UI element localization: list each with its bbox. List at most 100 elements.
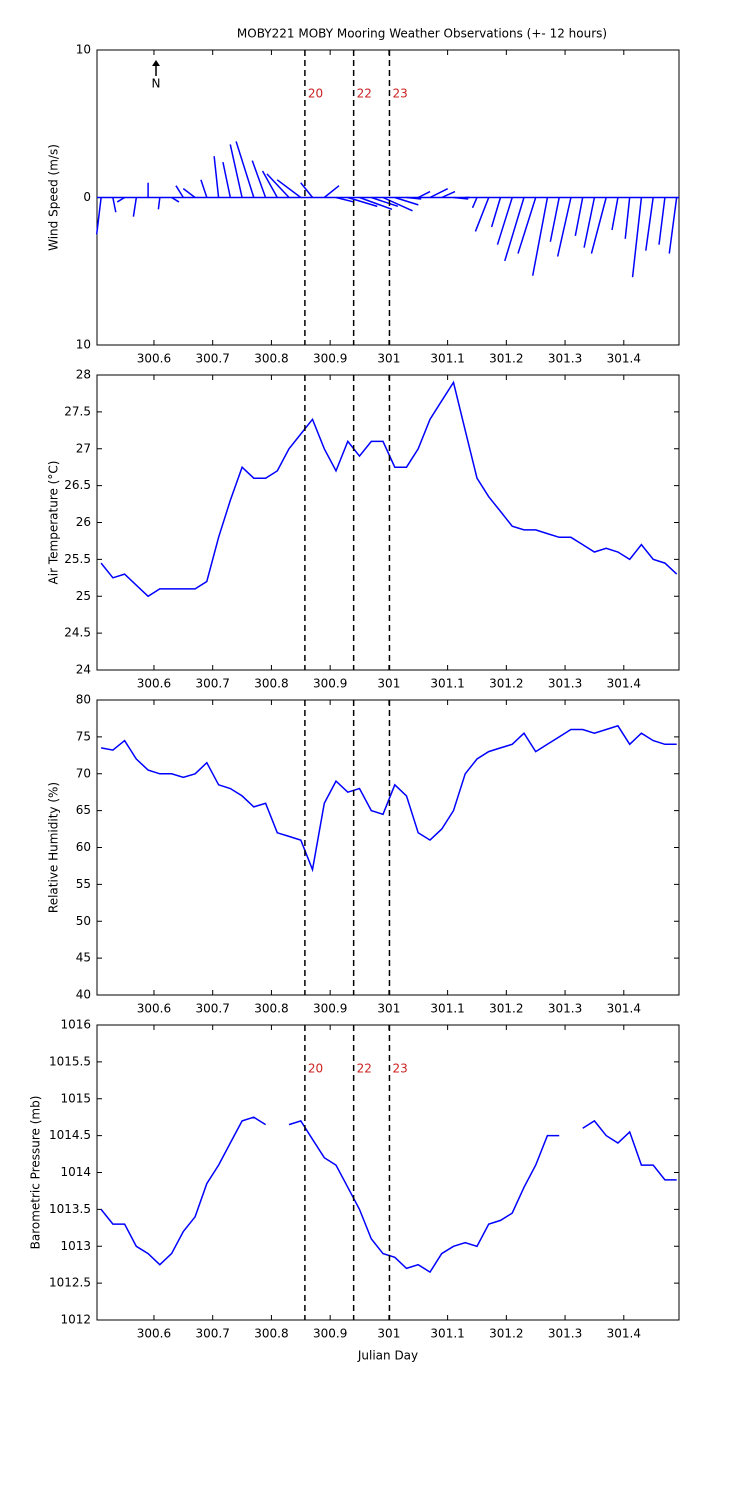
x-tick-label: 301.1: [430, 677, 464, 691]
x-tick-label: 301.2: [489, 1002, 523, 1016]
x-tick-label: 300.7: [196, 1002, 230, 1016]
x-tick-label: 301.2: [489, 352, 523, 366]
event-label: 22: [357, 87, 372, 101]
wind-stick: [394, 196, 419, 206]
wind-stick: [95, 197, 102, 235]
wind-stick: [171, 196, 180, 203]
wind-stick: [556, 197, 572, 257]
wind-stick: [531, 197, 549, 276]
y-tick-label: 75: [76, 729, 91, 743]
y-tick-label: 50: [76, 914, 91, 928]
x-tick-label: 300.7: [196, 352, 230, 366]
x-tick-label: 300.8: [254, 1327, 288, 1341]
x-tick-label: 300.9: [313, 1327, 347, 1341]
event-label: 23: [392, 1062, 407, 1076]
wind-stick: [335, 196, 354, 203]
y-tick-label: 10: [76, 338, 91, 352]
wind-stick: [235, 141, 255, 198]
plot-frame: [96, 699, 680, 996]
y-tick-label: 1016: [60, 1018, 91, 1032]
wind-stick: [583, 197, 596, 248]
wind-stick: [453, 196, 469, 200]
x-tick-label: 301.4: [607, 1002, 641, 1016]
wind-stick: [474, 197, 490, 232]
wind-stick: [132, 197, 138, 217]
data-line: [100, 1116, 677, 1274]
wind-stick: [382, 196, 413, 212]
wind-stick: [504, 197, 525, 262]
wind-stick: [371, 196, 399, 208]
y-tick-label: 27: [76, 441, 91, 455]
y-tick-label: 26: [76, 515, 91, 529]
event-label: 23: [392, 87, 407, 101]
wind-stick: [549, 197, 560, 242]
x-tick-label: 301.3: [548, 352, 582, 366]
wind-stick: [266, 173, 290, 199]
y-tick-label: 1013.5: [49, 1202, 91, 1216]
wind-stick: [175, 185, 184, 198]
x-tick-label: 301.2: [489, 1327, 523, 1341]
y-tick-label: 1012.5: [49, 1276, 91, 1290]
x-tick-label: 300.8: [254, 677, 288, 691]
y-tick-label: 1015.5: [49, 1054, 91, 1068]
y-axis-label: Air Temperature (°C): [47, 461, 61, 585]
north-arrowhead: [152, 60, 160, 66]
y-tick-label: 0: [83, 190, 91, 204]
wind-stick: [323, 185, 340, 199]
y-tick-label: 10: [76, 43, 91, 57]
wind-stick: [631, 197, 643, 278]
x-tick-label: 300.6: [137, 1002, 171, 1016]
x-axis-label: Julian Day: [357, 1349, 418, 1363]
y-tick-label: 1015: [60, 1091, 91, 1105]
y-tick-label: 24.5: [64, 626, 91, 640]
plot-frame: [96, 1024, 680, 1321]
x-tick-label: 301.4: [607, 1327, 641, 1341]
y-axis-label: Wind Speed (m/s): [47, 144, 61, 251]
event-label: 20: [308, 1062, 323, 1076]
wind-stick: [668, 197, 678, 254]
wind-stick: [496, 197, 513, 245]
x-tick-label: 301.3: [548, 677, 582, 691]
x-tick-label: 301: [377, 1327, 400, 1341]
x-tick-label: 301.1: [430, 1002, 464, 1016]
y-tick-label: 70: [76, 766, 91, 780]
data-line: [100, 380, 678, 598]
plot-frame: [96, 374, 680, 671]
wind-stick: [429, 187, 449, 199]
y-tick-label: 24: [76, 663, 91, 677]
wind-stick: [213, 156, 220, 198]
wind-stick: [116, 196, 125, 203]
y-tick-label: 1013: [60, 1239, 91, 1253]
wind-stick: [347, 196, 378, 208]
x-tick-label: 300.6: [137, 677, 171, 691]
wind-stick: [417, 190, 431, 199]
x-tick-label: 301.1: [430, 352, 464, 366]
x-tick-label: 301.3: [548, 1002, 582, 1016]
x-tick-label: 301: [377, 1002, 400, 1016]
x-tick-label: 300.9: [313, 352, 347, 366]
x-tick-label: 300.7: [196, 677, 230, 691]
wind-stick: [251, 160, 267, 198]
y-tick-label: 25.5: [64, 552, 91, 566]
wind-stick: [490, 197, 502, 228]
north-label: N: [152, 77, 161, 91]
y-tick-label: 45: [76, 951, 91, 965]
y-tick-label: 1014.5: [49, 1128, 91, 1142]
y-tick-label: 1014: [60, 1165, 91, 1179]
y-tick-label: 40: [76, 988, 91, 1002]
event-label: 20: [308, 87, 323, 101]
x-tick-label: 301.3: [548, 1327, 582, 1341]
data-line: [100, 724, 677, 873]
wind-stick: [624, 197, 631, 239]
x-tick-label: 300.8: [254, 352, 288, 366]
y-axis-label: Relative Humidity (%): [47, 782, 61, 913]
wind-stick: [441, 190, 456, 199]
y-tick-label: 1012: [60, 1313, 91, 1327]
wind-stick: [157, 197, 161, 210]
event-label: 22: [357, 1062, 372, 1076]
x-tick-label: 301.4: [607, 352, 641, 366]
wind-stick: [200, 179, 208, 198]
wind-stick: [276, 179, 302, 199]
y-tick-label: 55: [76, 877, 91, 891]
